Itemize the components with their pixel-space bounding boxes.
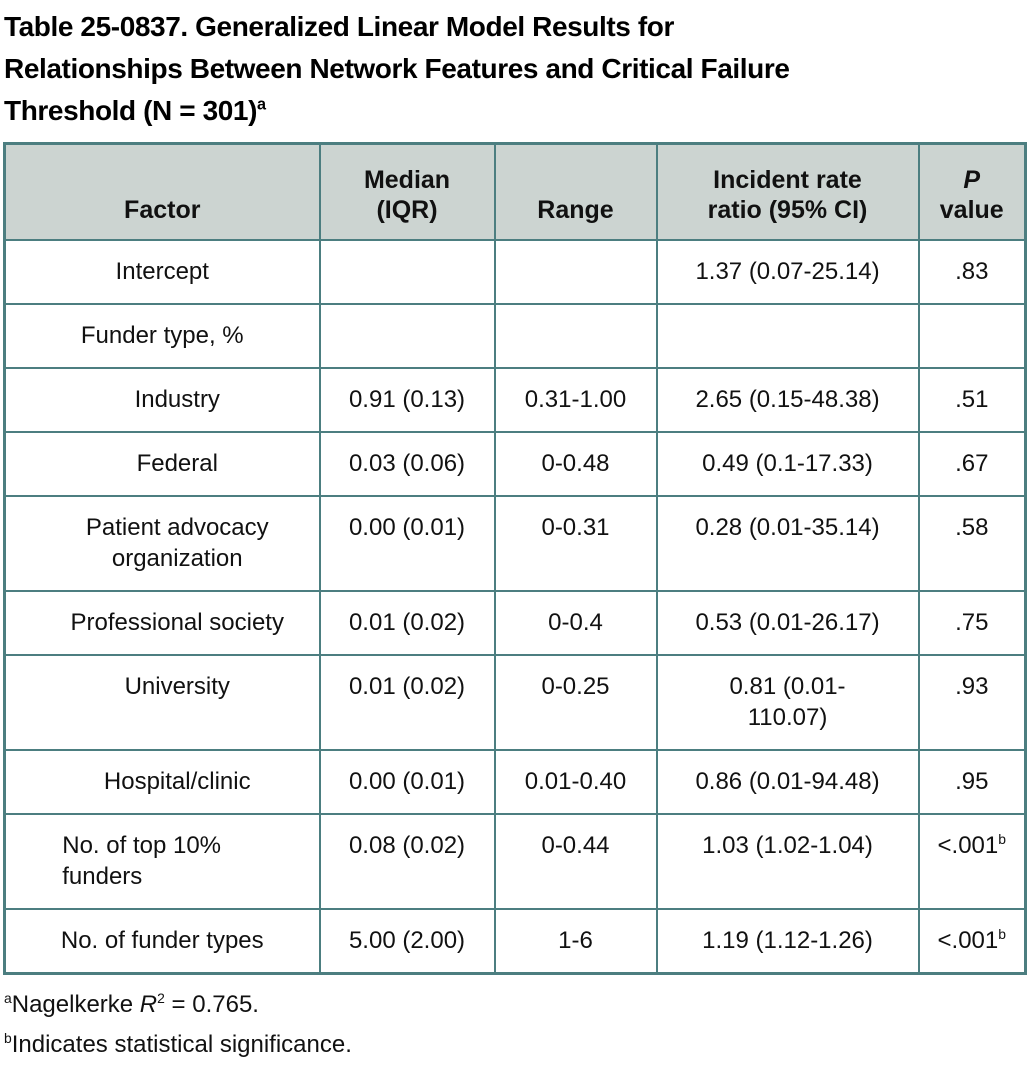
column-header-p-value: P value: [917, 142, 1027, 241]
p-value-cell: [917, 303, 1027, 369]
irr-cell: [655, 303, 920, 369]
irr-cell: 0.53 (0.01-26.17): [655, 590, 920, 656]
header-row: Factor Median (IQR) Range Incident rate …: [3, 142, 1027, 241]
significance-marker: b: [998, 831, 1006, 847]
range-cell: 0-0.44: [493, 813, 658, 910]
factor-cell: No. of top 10% funders: [3, 813, 321, 910]
results-table: Factor Median (IQR) Range Incident rate …: [3, 142, 1027, 975]
table-header: Factor Median (IQR) Range Incident rate …: [3, 142, 1027, 241]
irr-cell: 1.19 (1.12-1.26): [655, 908, 920, 975]
table-row-funder-type: Funder type, %: [3, 303, 1027, 369]
median-cell: 0.01 (0.02): [318, 654, 496, 751]
p-value-cell: <.001b: [917, 908, 1027, 975]
p-value-cell: .95: [917, 749, 1027, 815]
footnote-a-text: Nagelkerke: [11, 991, 140, 1018]
median-cell: 0.08 (0.02): [318, 813, 496, 910]
factor-cell: Patient advocacy organization: [3, 495, 321, 592]
irr-cell: 1.03 (1.02-1.04): [655, 813, 920, 910]
range-cell: [493, 303, 658, 369]
r-squared-exponent: 2: [157, 990, 165, 1006]
p-value-cell: .83: [917, 239, 1027, 305]
median-iqr-label: Median (IQR): [363, 166, 451, 224]
footnote-b-text: Indicates statistical significance.: [11, 1031, 352, 1058]
column-header-median-iqr: Median (IQR): [318, 142, 496, 241]
median-cell: 0.00 (0.01): [318, 749, 496, 815]
irr-value: 0.81 (0.01-110.07): [729, 673, 846, 731]
factor-label: No. of top 10% funders: [62, 832, 222, 890]
title-line-2: Relationships Between Network Features a…: [4, 53, 790, 84]
column-header-factor: Factor: [3, 142, 321, 241]
table-row-hospital-clinic: Hospital/clinic 0.00 (0.01) 0.01-0.40 0.…: [3, 749, 1027, 815]
table-row-university: University 0.01 (0.02) 0-0.25 0.81 (0.01…: [3, 654, 1027, 751]
irr-label: Incident rate ratio (95% CI): [707, 166, 868, 224]
irr-cell: 0.49 (0.1-17.33): [655, 431, 920, 497]
footnote-b-marker: b: [4, 1030, 12, 1046]
irr-cell: 2.65 (0.15-48.38): [655, 367, 920, 433]
irr-cell: 0.28 (0.01-35.14): [655, 495, 920, 592]
range-cell: 0-0.31: [493, 495, 658, 592]
p-value-word: value: [939, 196, 1004, 224]
column-header-incident-rate-ratio: Incident rate ratio (95% CI): [655, 142, 920, 241]
p-symbol: P: [963, 166, 981, 194]
footnote-b: bIndicates statistical significance.: [4, 1025, 1023, 1065]
p-value: <.001: [937, 832, 999, 859]
footnote-a-marker: a: [4, 990, 12, 1006]
range-cell: 0-0.25: [493, 654, 658, 751]
factor-cell: No. of funder types: [3, 908, 321, 975]
table-row-top-funders: No. of top 10% funders 0.08 (0.02) 0-0.4…: [3, 813, 1027, 910]
irr-cell: 1.37 (0.07-25.14): [655, 239, 920, 305]
factor-cell: Federal: [3, 431, 321, 497]
p-value-cell: .93: [917, 654, 1027, 751]
range-cell: 0.31-1.00: [493, 367, 658, 433]
table-row-intercept: Intercept 1.37 (0.07-25.14) .83: [3, 239, 1027, 305]
factor-cell: Funder type, %: [3, 303, 321, 369]
median-cell: 5.00 (2.00): [318, 908, 496, 975]
title-line-1: Table 25-0837. Generalized Linear Model …: [4, 11, 674, 42]
footnotes: aNagelkerke R2 = 0.765. bIndicates stati…: [4, 985, 1023, 1065]
title-footnote-marker: a: [257, 95, 266, 114]
p-value-cell: .67: [917, 431, 1027, 497]
p-value: <.001: [937, 927, 999, 954]
r-squared-symbol: R: [139, 991, 158, 1018]
range-cell: [493, 239, 658, 305]
irr-cell: 0.86 (0.01-94.48): [655, 749, 920, 815]
table-row-patient-advocacy: Patient advocacy organization 0.00 (0.01…: [3, 495, 1027, 592]
p-value-cell: .75: [917, 590, 1027, 656]
p-value-cell: .51: [917, 367, 1027, 433]
irr-cell: 0.81 (0.01-110.07): [655, 654, 920, 751]
footnote-a: aNagelkerke R2 = 0.765.: [4, 985, 1023, 1025]
median-cell: 0.00 (0.01): [318, 495, 496, 592]
range-cell: 0-0.4: [493, 590, 658, 656]
range-cell: 0.01-0.40: [493, 749, 658, 815]
median-cell: [318, 303, 496, 369]
factor-cell: Intercept: [3, 239, 321, 305]
factor-cell: Hospital/clinic: [3, 749, 321, 815]
page: Table 25-0837. Generalized Linear Model …: [0, 6, 1027, 1065]
median-cell: 0.91 (0.13): [318, 367, 496, 433]
title-line-3: Threshold (N = 301): [4, 95, 258, 126]
table-body: Intercept 1.37 (0.07-25.14) .83 Funder t…: [3, 239, 1027, 975]
p-value-cell: .58: [917, 495, 1027, 592]
median-cell: 0.03 (0.06): [318, 431, 496, 497]
p-value-cell: <.001b: [917, 813, 1027, 910]
table-row-industry: Industry 0.91 (0.13) 0.31-1.00 2.65 (0.1…: [3, 367, 1027, 433]
table-row-funder-types-count: No. of funder types 5.00 (2.00) 1-6 1.19…: [3, 908, 1027, 975]
range-cell: 0-0.48: [493, 431, 658, 497]
column-header-range: Range: [493, 142, 658, 241]
page-title: Table 25-0837. Generalized Linear Model …: [4, 6, 1023, 132]
table-row-professional-society: Professional society 0.01 (0.02) 0-0.4 0…: [3, 590, 1027, 656]
footnote-a-value: = 0.765.: [164, 991, 259, 1018]
median-cell: 0.01 (0.02): [318, 590, 496, 656]
range-cell: 1-6: [493, 908, 658, 975]
median-cell: [318, 239, 496, 305]
factor-cell: Industry: [3, 367, 321, 433]
significance-marker: b: [998, 926, 1006, 942]
factor-cell: University: [3, 654, 321, 751]
factor-cell: Professional society: [3, 590, 321, 656]
table-row-federal: Federal 0.03 (0.06) 0-0.48 0.49 (0.1-17.…: [3, 431, 1027, 497]
